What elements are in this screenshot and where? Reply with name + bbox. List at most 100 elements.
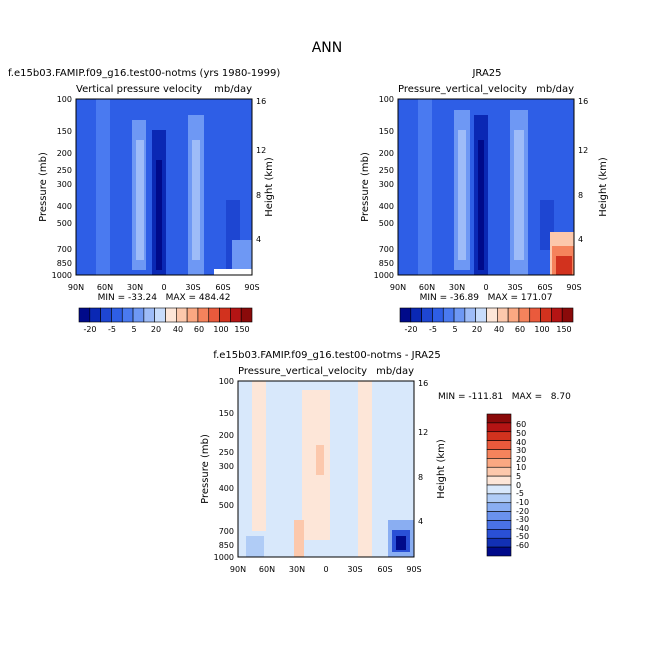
tick-label: 60N [97,283,113,292]
panel-obs-ylabel-right: Height (km) [598,157,609,217]
colorbar-label: 20 [151,325,161,334]
colorbar-label: -20 [83,325,96,334]
colorbar-swatch [561,307,574,323]
panel-model-stats: MIN = -33.24 MAX = 484.42 [98,293,231,303]
panel-obs-units: mb/day [536,84,574,95]
colorbar-label: 50 [516,429,526,438]
panel-diff-variable-title: Pressure_vertical_velocity [238,366,367,377]
panel-diff-field-pos-base [294,520,304,557]
tick-label: 60S [377,565,392,574]
tick-label: 90S [244,283,259,292]
colorbar-swatch [132,307,145,323]
tick-label: 30S [507,283,522,292]
colorbar-swatch [89,307,101,323]
colorbar-label: 0 [516,481,521,490]
tick-label: 0 [323,565,328,574]
panel-diff-field-pos-right [358,381,372,557]
colorbar-swatch [240,307,253,323]
colorbar-swatch [486,431,512,441]
tick-label: 30N [289,565,305,574]
panel-model-case-title: f.e15b03.FAMIP.f09_g16.test00-notms (yrs… [8,68,280,79]
panel-obs-field-lighter-band [458,130,466,260]
panel-model-colorbar [78,307,253,323]
panel-model-field-lighter-band [136,140,144,260]
panel-model-field-surface-mask [214,269,252,275]
tick-label: 150 [219,409,234,418]
panel-obs-colorbar [399,307,574,323]
panel-model-plot [75,98,253,276]
colorbar-swatch [453,307,466,323]
colorbar-swatch [442,307,455,323]
panel-diff-field-antarctic-strong [396,536,406,550]
tick-label: 850 [57,259,72,268]
panel-obs-field-light-left [418,99,432,275]
panel-obs-plot [397,98,575,276]
tick-label: 200 [379,149,394,158]
panel-model-units: mb/day [214,84,252,95]
colorbar-label: 5 [452,325,457,334]
tick-label: 500 [57,219,72,228]
tick-label: 400 [219,484,234,493]
tick-label: 300 [57,180,72,189]
colorbar-swatch [165,307,177,323]
tick-label: 1000 [214,553,234,562]
panel-obs-ylabel: Pressure (mb) [360,152,371,222]
panel-obs-y-ticks: 100 150 200 250 300 400 500 700 850 1000 [374,95,394,280]
colorbar-label: -40 [516,524,529,533]
panel-diff-plot [237,380,415,558]
panel-diff-ylabel-right: Height (km) [436,439,447,499]
tick-label: 200 [57,149,72,158]
colorbar-label: 40 [173,325,183,334]
panel-model-colorbar-labels: -20 -5 5 20 40 60 100 150 [83,325,249,334]
colorbar-swatch [121,307,134,323]
panel-model-y-ticks: 100 150 200 250 300 400 500 700 850 1000 [52,95,72,280]
tick-label: 0 [483,283,488,292]
tick-label: 16 [418,379,428,388]
tick-label: 500 [219,501,234,510]
colorbar-swatch [143,307,155,323]
colorbar-swatch [486,502,512,512]
tick-label: 250 [57,166,72,175]
panel-diff: f.e15b03.FAMIP.f09_g16.test00-notms - JR… [200,350,571,574]
colorbar-swatch [219,307,231,323]
tick-label: 60N [419,283,435,292]
colorbar-swatch [497,307,509,323]
tick-label: 100 [219,377,234,386]
panel-model-y-ticks-right: 16 12 8 4 [256,97,266,244]
colorbar-swatch [518,307,531,323]
colorbar-swatch [197,307,210,323]
panel-model-field-antarctic [232,240,252,275]
colorbar-swatch [507,307,520,323]
panel-model-frame [75,98,253,276]
colorbar-swatch [186,307,199,323]
tick-label: 90N [230,565,246,574]
panel-obs-field-darkest-band [478,140,484,270]
colorbar-label: 60 [516,420,526,429]
colorbar-swatch [464,307,476,323]
colorbar-swatch [551,307,563,323]
colorbar-swatch [486,529,512,539]
tick-label: 850 [219,541,234,550]
tick-label: 850 [379,259,394,268]
tick-label: 250 [219,448,234,457]
colorbar-label: 10 [516,463,526,472]
colorbar-swatch [154,307,166,323]
colorbar-label: 60 [515,325,525,334]
tick-label: 400 [57,202,72,211]
panel-diff-case-title: f.e15b03.FAMIP.f09_g16.test00-notms - JR… [213,350,440,361]
colorbar-swatch [486,546,512,557]
colorbar-label: -10 [516,498,529,507]
colorbar-swatch [486,458,512,468]
tick-label: 16 [256,97,266,106]
panel-diff-colorbar [486,413,512,557]
panel-model: f.e15b03.FAMIP.f09_g16.test00-notms (yrs… [8,68,280,334]
panel-model-field-darkest-band [156,160,162,270]
panel-model-ylabel: Pressure (mb) [38,152,49,222]
tick-label: 200 [219,431,234,440]
colorbar-swatch [399,307,412,323]
panel-model-ylabel-right: Height (km) [264,157,275,217]
tick-label: 12 [578,146,588,155]
panel-model-field-lighter-right [192,140,200,260]
panel-model-variable-title: Vertical pressure velocity [76,84,202,95]
panel-diff-y-ticks-right: 16 12 8 4 [418,379,428,526]
